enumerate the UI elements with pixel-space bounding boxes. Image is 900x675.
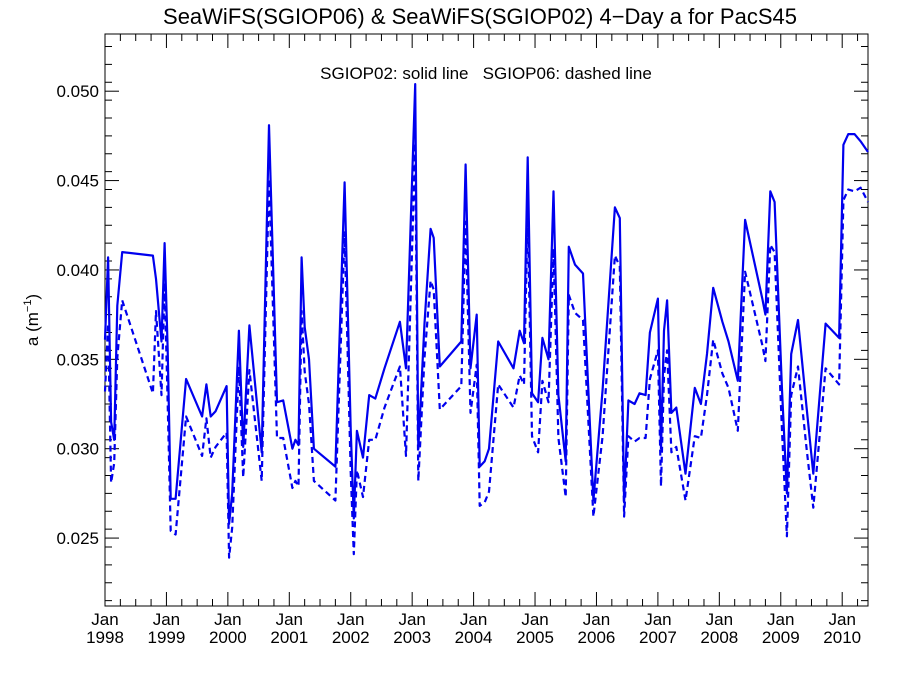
- x-tick-month: Jan: [828, 610, 855, 629]
- x-tick-year: 2000: [209, 628, 247, 647]
- x-tick-month: Jan: [153, 610, 180, 629]
- y-tick-label: 0.050: [56, 82, 99, 101]
- x-tick-year: 2009: [762, 628, 800, 647]
- x-tick-month: Jan: [276, 610, 303, 629]
- x-tick-month: Jan: [706, 610, 733, 629]
- x-tick-year: 2002: [332, 628, 370, 647]
- x-tick-year: 2001: [270, 628, 308, 647]
- axis-ticks: 0.0250.0300.0350.0400.0450.050Jan1998Jan…: [56, 34, 868, 647]
- x-tick-month: Jan: [521, 610, 548, 629]
- line-style-annotation: SGIOP02: solid line SGIOP06: dashed line: [320, 64, 652, 83]
- x-tick-year: 2007: [639, 628, 677, 647]
- x-tick-year: 2003: [393, 628, 431, 647]
- x-tick-month: Jan: [398, 610, 425, 629]
- x-tick-year: 2008: [700, 628, 738, 647]
- x-tick-month: Jan: [767, 610, 794, 629]
- x-tick-year: 2010: [823, 628, 861, 647]
- y-tick-label: 0.045: [56, 172, 99, 191]
- y-axis-label: a (m−1): [22, 294, 42, 346]
- x-tick-month: Jan: [91, 610, 118, 629]
- series-line-sgiop02: [103, 82, 869, 525]
- x-tick-year: 2005: [516, 628, 554, 647]
- y-tick-label: 0.025: [56, 529, 99, 548]
- x-tick-month: Jan: [214, 610, 241, 629]
- x-tick-month: Jan: [583, 610, 610, 629]
- x-tick-year: 2004: [455, 628, 493, 647]
- y-tick-label: 0.030: [56, 440, 99, 459]
- y-tick-label: 0.040: [56, 261, 99, 280]
- x-tick-month: Jan: [460, 610, 487, 629]
- series-line-sgiop06: [103, 141, 869, 559]
- plot-frame: [104, 33, 869, 607]
- y-tick-label: 0.035: [56, 350, 99, 369]
- x-tick-month: Jan: [337, 610, 364, 629]
- x-tick-year: 1998: [86, 628, 124, 647]
- series-lines: [103, 82, 869, 559]
- x-tick-month: Jan: [644, 610, 671, 629]
- x-tick-year: 1999: [148, 628, 186, 647]
- chart-title: SeaWiFS(SGIOP06) & SeaWiFS(SGIOP02) 4−Da…: [163, 4, 797, 29]
- x-tick-year: 2006: [578, 628, 616, 647]
